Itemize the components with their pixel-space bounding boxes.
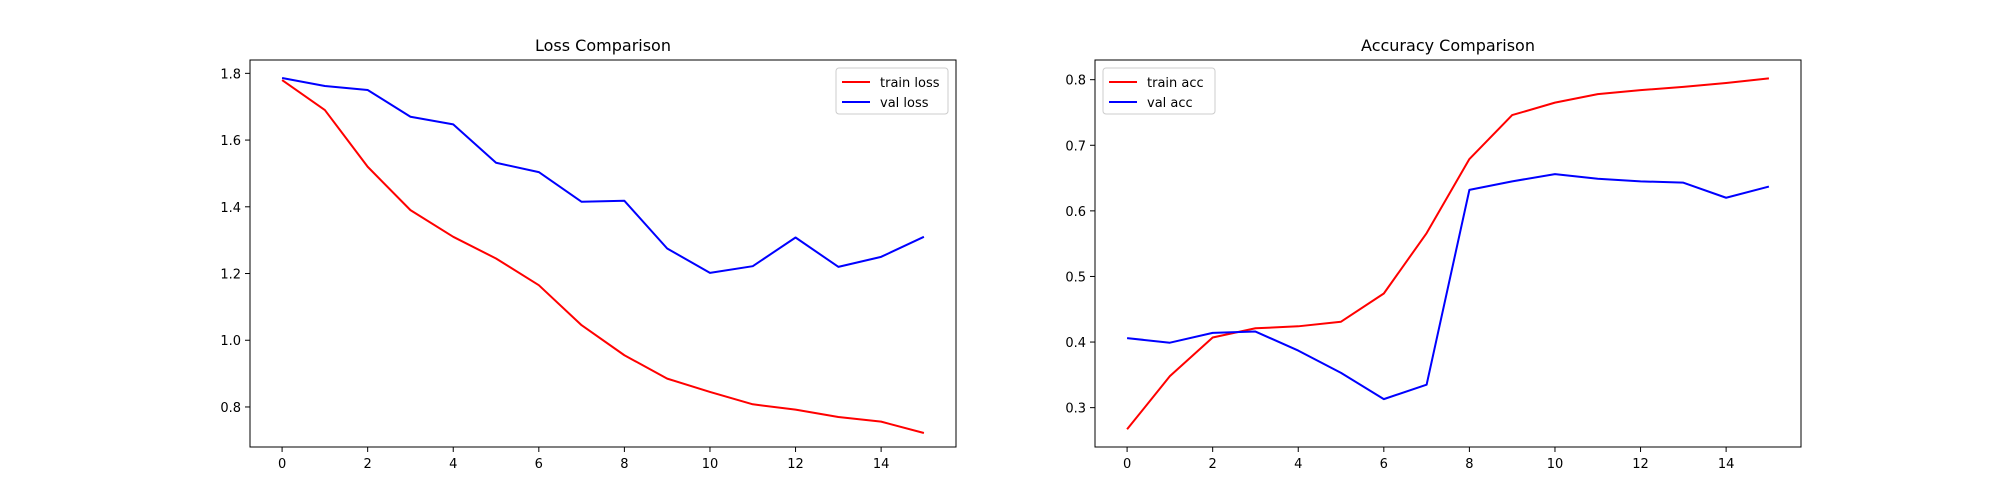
y-tick-label: 1.8 <box>220 67 241 82</box>
x-tick-label: 4 <box>449 457 457 472</box>
x-tick-label: 10 <box>702 457 719 472</box>
y-tick-label: 1.6 <box>220 134 241 149</box>
accuracy-chart-title: Accuracy Comparison <box>1361 36 1535 55</box>
accuracy-comparison-chart: Accuracy Comparison 0 2 4 6 8 10 12 14 0.3 0.4 0.5 0… <box>1065 36 1802 472</box>
series-line-train-loss <box>281 79 925 434</box>
x-tick-label: 10 <box>1547 457 1564 472</box>
x-tick-label: 0 <box>278 457 286 472</box>
y-tick-label: 0.6 <box>1065 205 1086 220</box>
series-line-val-loss <box>281 77 925 274</box>
x-tick-label: 4 <box>1294 457 1302 472</box>
y-tick-label: 0.4 <box>1065 336 1086 351</box>
x-tick-label: 12 <box>787 457 804 472</box>
loss-comparison-chart: Loss Comparison 0 2 4 6 8 10 12 14 0.8 1.0 1.2 1.4 1.… <box>220 36 957 472</box>
accuracy-axes-frame <box>1094 59 1802 448</box>
series-line-val-acc <box>1126 173 1770 401</box>
loss-chart-title: Loss Comparison <box>535 36 671 55</box>
x-tick-label: 8 <box>1465 457 1473 472</box>
x-tick-label: 12 <box>1632 457 1649 472</box>
x-tick-label: 6 <box>1380 457 1388 472</box>
series-line-train-acc <box>1126 77 1770 430</box>
loss-legend: train loss val loss <box>835 67 949 115</box>
y-tick-label: 0.8 <box>1065 74 1086 89</box>
x-tick-label: 8 <box>620 457 628 472</box>
x-tick-label: 2 <box>364 457 372 472</box>
y-tick-label: 1.4 <box>220 201 241 216</box>
y-tick-label: 1.2 <box>220 268 241 283</box>
y-tick-label: 1.0 <box>220 334 241 349</box>
legend-label: val loss <box>880 96 929 111</box>
loss-axes-frame <box>249 59 957 448</box>
x-tick-label: 14 <box>1718 457 1735 472</box>
x-tick-label: 14 <box>873 457 890 472</box>
legend-label: train acc <box>1147 76 1204 91</box>
y-tick-label: 0.5 <box>1065 270 1086 285</box>
y-tick-label: 0.8 <box>220 401 241 416</box>
y-tick-label: 0.7 <box>1065 139 1086 154</box>
legend-label: val acc <box>1147 96 1193 111</box>
accuracy-legend: train acc val acc <box>1102 67 1216 115</box>
x-tick-label: 2 <box>1209 457 1217 472</box>
legend-label: train loss <box>880 76 940 91</box>
y-tick-label: 0.3 <box>1065 402 1086 417</box>
x-tick-label: 6 <box>535 457 543 472</box>
x-tick-label: 0 <box>1123 457 1131 472</box>
